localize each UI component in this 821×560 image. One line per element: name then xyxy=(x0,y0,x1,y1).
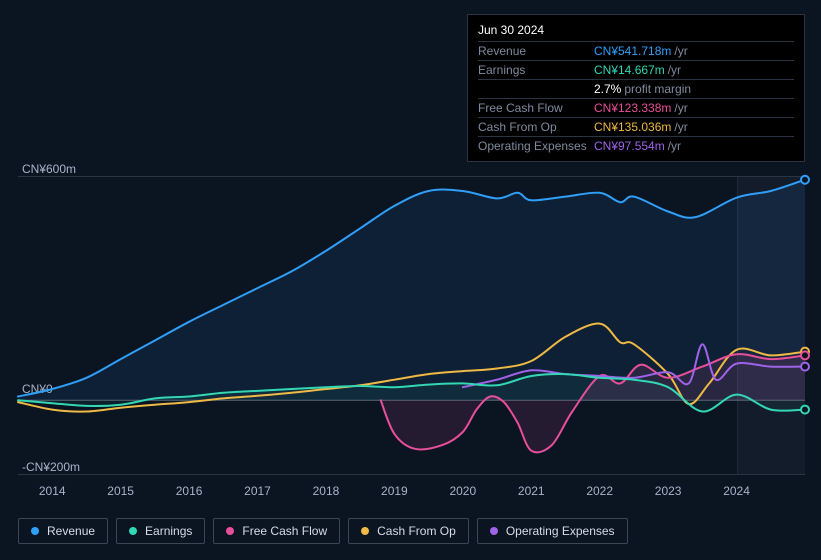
tooltip-row-value: CN¥14.667m xyxy=(594,63,665,77)
legend-item[interactable]: Earnings xyxy=(116,518,205,544)
legend: Revenue Earnings Free Cash Flow Cash From O… xyxy=(18,518,628,544)
data-tooltip: Jun 30 2024 RevenueCN¥541.718m/yrEarning… xyxy=(467,14,805,162)
xaxis-tick: 2024 xyxy=(723,484,750,498)
tooltip-row-label: Earnings xyxy=(478,63,594,77)
xaxis-tick: 2015 xyxy=(107,484,134,498)
xaxis-tick: 2019 xyxy=(381,484,408,498)
xaxis: 2014 2015 2016 2017 2018 2019 2020 2021 2022 2023… xyxy=(18,484,805,504)
legend-label: Operating Expenses xyxy=(506,524,615,538)
tooltip-row-unit: /yr xyxy=(668,139,681,153)
tooltip-row: Cash From OpCN¥135.036m/yr xyxy=(478,117,794,136)
xaxis-tick: 2022 xyxy=(586,484,613,498)
legend-dot xyxy=(31,527,39,535)
legend-label: Revenue xyxy=(47,524,95,538)
xaxis-tick: 2023 xyxy=(655,484,682,498)
tooltip-row-extra: 2.7%profit margin xyxy=(478,79,794,98)
yaxis-top-label: CN¥600m xyxy=(22,162,76,176)
tooltip-row-value: CN¥541.718m xyxy=(594,44,671,58)
legend-item[interactable]: Cash From Op xyxy=(348,518,469,544)
tooltip-row-value: CN¥97.554m xyxy=(594,139,665,153)
legend-dot xyxy=(490,527,498,535)
xaxis-tick: 2020 xyxy=(449,484,476,498)
xaxis-tick: 2021 xyxy=(518,484,545,498)
tooltip-row: RevenueCN¥541.718m/yr xyxy=(478,41,794,60)
tooltip-row-unit: /yr xyxy=(674,44,687,58)
tooltip-row-label: Revenue xyxy=(478,44,594,58)
tooltip-row-value: CN¥123.338m xyxy=(594,101,671,115)
chart-area[interactable] xyxy=(18,176,805,475)
tooltip-row-unit: /yr xyxy=(674,120,687,134)
xaxis-tick: 2014 xyxy=(39,484,66,498)
tooltip-row: EarningsCN¥14.667m/yr xyxy=(478,60,794,79)
tooltip-row-unit: /yr xyxy=(674,101,687,115)
tooltip-row-value: CN¥135.036m xyxy=(594,120,671,134)
legend-item[interactable]: Free Cash Flow xyxy=(213,518,340,544)
tooltip-row-label: Cash From Op xyxy=(478,120,594,134)
legend-label: Cash From Op xyxy=(377,524,456,538)
legend-item[interactable]: Operating Expenses xyxy=(477,518,628,544)
xaxis-tick: 2018 xyxy=(313,484,340,498)
tooltip-row-unit: /yr xyxy=(668,63,681,77)
chart-svg xyxy=(18,176,805,475)
tooltip-row-label: Free Cash Flow xyxy=(478,101,594,115)
legend-label: Free Cash Flow xyxy=(242,524,327,538)
tooltip-row-label: Operating Expenses xyxy=(478,139,594,153)
legend-dot xyxy=(361,527,369,535)
legend-label: Earnings xyxy=(145,524,192,538)
legend-item[interactable]: Revenue xyxy=(18,518,108,544)
tooltip-row: Free Cash FlowCN¥123.338m/yr xyxy=(478,98,794,117)
xaxis-tick: 2017 xyxy=(244,484,271,498)
legend-dot xyxy=(129,527,137,535)
xaxis-tick: 2016 xyxy=(176,484,203,498)
legend-dot xyxy=(226,527,234,535)
tooltip-date: Jun 30 2024 xyxy=(478,21,794,41)
tooltip-row: Operating ExpensesCN¥97.554m/yr xyxy=(478,136,794,155)
